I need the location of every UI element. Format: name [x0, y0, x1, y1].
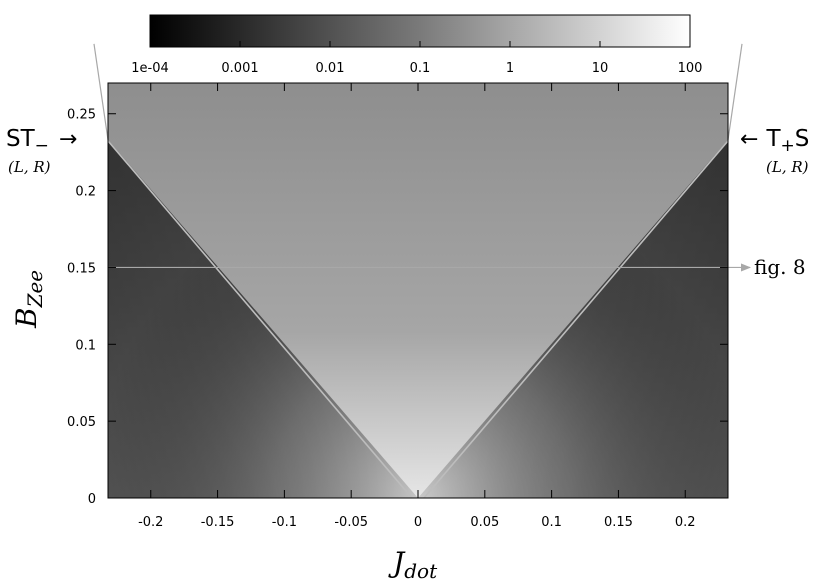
x-axis-subscript: dot — [404, 559, 438, 583]
y-tick-label: 0.1 — [75, 338, 96, 353]
svg-text:ST−→: ST− → — [6, 126, 77, 156]
x-tick-label: -0.15 — [201, 515, 235, 530]
svg-text:←T+S: ← T+S — [740, 126, 809, 156]
y-tick-label: 0 — [88, 492, 96, 507]
colorbar-tick-label: 100 — [678, 61, 703, 76]
colorbar-tick-label: 10 — [592, 61, 609, 76]
annotation-ts-main-b: S — [795, 126, 810, 152]
y-axis-label: BZee — [10, 270, 47, 329]
y-tick-label: 0.25 — [67, 108, 96, 123]
colorbar-tick-label: 0.01 — [316, 61, 345, 76]
x-tick-label: 0 — [414, 515, 422, 530]
x-tick-label: 0.1 — [541, 515, 562, 530]
resonance-line-right-extension — [727, 43, 743, 140]
annotation-st-minus: ST− → (L, R) — [6, 126, 77, 176]
heatmap-plot — [108, 83, 728, 498]
annotation-st-main: ST — [6, 126, 36, 152]
x-tick-labels: -0.2 -0.15 -0.1 -0.05 0 0.05 0.1 0.15 0.2 — [138, 515, 696, 530]
colorbar-tick-label: 1e-04 — [131, 61, 169, 76]
annotation-t-plus-s: ← T+S (L, R) — [740, 126, 809, 176]
x-tick-label: -0.1 — [272, 515, 297, 530]
annotation-ts-arrow: ← — [740, 127, 758, 152]
x-tick-label: 0.15 — [604, 515, 633, 530]
y-axis-subscript: Zee — [23, 270, 47, 309]
x-axis-symbol: J — [388, 546, 406, 579]
resonance-line-left-extension — [93, 43, 109, 140]
y-axis-symbol: B — [10, 307, 43, 329]
y-tick-labels: 0 0.05 0.1 0.15 0.2 0.25 — [67, 108, 96, 507]
x-axis-label: Jdot — [388, 546, 438, 583]
colorbar: 1e-04 0.001 0.01 0.1 1 10 100 — [131, 14, 702, 76]
annotation-ts-main-a: T — [765, 126, 781, 152]
x-axis-ticks — [150, 83, 686, 498]
y-axis-ticks — [108, 113, 728, 499]
annotation-ts-pair: (L, R) — [766, 158, 809, 176]
y-tick-label: 0.05 — [67, 415, 96, 430]
annotation-fig-8: fig. 8 — [754, 255, 806, 279]
x-tick-label: 0.2 — [675, 515, 696, 530]
colorbar-tick-label: 1 — [506, 61, 514, 76]
resonance-line-right — [423, 139, 728, 498]
annotation-st-pair: (L, R) — [8, 158, 51, 176]
y-tick-label: 0.2 — [75, 185, 96, 200]
x-tick-label: 0.05 — [470, 515, 499, 530]
x-tick-label: -0.2 — [138, 515, 163, 530]
colorbar-tick-label: 0.001 — [221, 61, 258, 76]
resonance-cone-fill — [108, 83, 728, 498]
resonance-cone — [108, 83, 728, 498]
annotation-ts-subscript: + — [781, 136, 795, 156]
annotation-st-arrow: → — [59, 127, 77, 152]
y-tick-label: 0.15 — [67, 261, 96, 276]
colorbar-tick-labels: 1e-04 0.001 0.01 0.1 1 10 100 — [131, 61, 702, 76]
colorbar-tick-label: 0.1 — [410, 61, 431, 76]
colorbar-ticks — [149, 41, 691, 47]
resonance-line-left — [108, 139, 413, 498]
x-tick-label: -0.05 — [334, 515, 368, 530]
annotation-st-subscript: − — [35, 136, 49, 156]
